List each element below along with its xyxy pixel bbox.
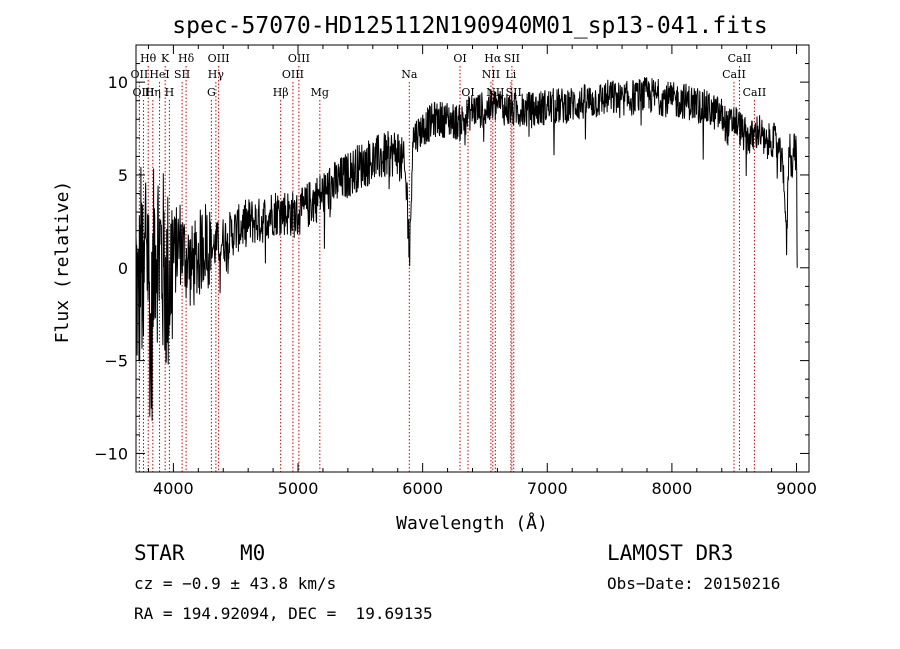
x-tick-label: 9000 bbox=[776, 479, 817, 498]
marker-label: SII bbox=[174, 68, 190, 81]
marker-label: HeI bbox=[149, 68, 169, 81]
marker-label: Hα bbox=[484, 52, 502, 65]
marker-label: H bbox=[165, 86, 175, 99]
spectrum-chart: spec-57070-HD125112N190940M01_sp13-041.f… bbox=[52, 13, 817, 534]
y-tick-label: 5 bbox=[118, 166, 128, 185]
marker-label: OIII bbox=[288, 52, 310, 65]
marker-label: NII bbox=[482, 68, 500, 81]
chart-title: spec-57070-HD125112N190940M01_sp13-041.f… bbox=[172, 13, 767, 39]
marker-label: OI bbox=[453, 52, 466, 65]
survey-name: LAMOST DR3 bbox=[607, 541, 734, 565]
marker-label: Hγ bbox=[208, 68, 225, 81]
marker-label: K bbox=[161, 52, 170, 65]
x-tick-label: 8000 bbox=[652, 479, 693, 498]
object-class: STAR bbox=[134, 541, 185, 565]
object-subclass: M0 bbox=[240, 541, 266, 565]
marker-label: OIII bbox=[208, 52, 230, 65]
marker-label: SII bbox=[506, 86, 522, 99]
marker-label: Mg bbox=[311, 86, 329, 99]
y-axis-label: Flux (relative) bbox=[52, 181, 73, 344]
marker-label: Hβ bbox=[273, 86, 289, 99]
marker-label: CaII bbox=[743, 86, 767, 99]
marker-label: Na bbox=[401, 68, 418, 81]
y-axis: −10 −5 0 5 10 bbox=[94, 44, 809, 473]
marker-label: CaII bbox=[728, 52, 752, 65]
x-tick-label: 5000 bbox=[278, 479, 319, 498]
marker-label: Hη bbox=[145, 86, 161, 99]
x-tick-label: 6000 bbox=[402, 479, 443, 498]
x-axis-label: Wavelength (Å) bbox=[396, 512, 548, 534]
y-tick-label: 0 bbox=[118, 259, 128, 278]
marker-label: CaII bbox=[722, 68, 746, 81]
observation-date: Obs−Date: 20150216 bbox=[607, 574, 781, 593]
marker-label: SII bbox=[504, 52, 520, 65]
y-tick-label: −5 bbox=[104, 352, 128, 371]
marker-label: Hδ bbox=[178, 52, 195, 65]
marker-label: Li bbox=[505, 68, 516, 81]
marker-label: G bbox=[207, 86, 216, 99]
x-axis: 4000 5000 6000 7000 8000 9000 bbox=[147, 45, 817, 498]
marker-label: OI bbox=[461, 86, 474, 99]
x-tick-label: 4000 bbox=[153, 479, 194, 498]
y-tick-label: 10 bbox=[108, 73, 128, 92]
y-tick-label: −10 bbox=[94, 444, 128, 463]
redshift-cz: cz = −0.9 ± 43.8 km/s bbox=[134, 574, 337, 593]
x-tick-label: 7000 bbox=[527, 479, 568, 498]
spectrum-line bbox=[135, 77, 798, 421]
coordinates: RA = 194.92094, DEC = 19.69135 bbox=[134, 604, 433, 623]
marker-label: OIII bbox=[132, 86, 154, 99]
marker-label: Hθ bbox=[140, 52, 157, 65]
marker-label: OIII bbox=[282, 68, 304, 81]
marker-label: OII bbox=[131, 68, 149, 81]
